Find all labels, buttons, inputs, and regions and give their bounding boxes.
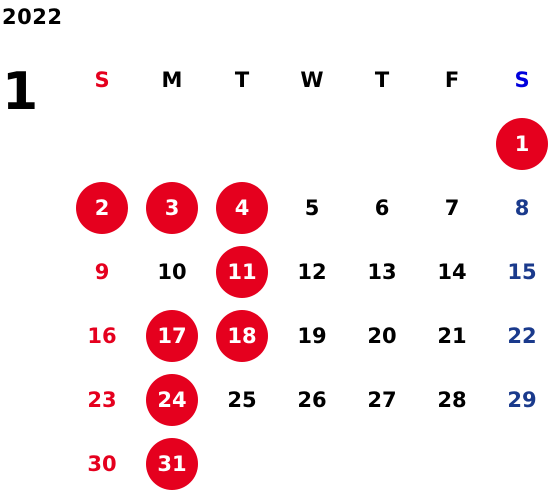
weekday-header-friday: F — [444, 67, 460, 92]
day-cell: 21 — [417, 304, 487, 368]
year-label: 2022 — [2, 5, 63, 29]
day-number: 19 — [297, 323, 327, 348]
day-cell: 20 — [347, 304, 417, 368]
day-cell: 17 — [137, 304, 207, 368]
day-number: 13 — [367, 259, 397, 284]
day-number: 7 — [444, 195, 460, 220]
day-number: 22 — [507, 323, 537, 348]
day-number: 16 — [87, 323, 117, 348]
day-cell: 16 — [67, 304, 137, 368]
weekday-header-saturday: S — [514, 67, 530, 92]
day-cell: 25 — [207, 368, 277, 432]
calendar-grid: S M T W T F S 1 2 3 4 5 6 7 8 9 10 11 12 13 14 15 16 17 1… — [67, 48, 548, 496]
day-number: 29 — [507, 387, 537, 412]
holiday-day-number: 31 — [146, 438, 198, 490]
day-cell: 10 — [137, 240, 207, 304]
day-number: 25 — [227, 387, 257, 412]
day-cell: 11 — [207, 240, 277, 304]
day-cell: 27 — [347, 368, 417, 432]
day-cell: 29 — [487, 368, 548, 432]
day-number: 14 — [437, 259, 467, 284]
day-cell: 3 — [137, 176, 207, 240]
day-cell: 12 — [277, 240, 347, 304]
holiday-day-number: 4 — [216, 182, 268, 234]
weekday-header-tuesday: T — [234, 67, 250, 92]
day-cell: 15 — [487, 240, 548, 304]
day-number: 10 — [157, 259, 187, 284]
day-number: 23 — [87, 387, 117, 412]
weekday-header-sunday: S — [94, 67, 110, 92]
day-cell: 6 — [347, 176, 417, 240]
day-number: 15 — [507, 259, 537, 284]
day-cell: 4 — [207, 176, 277, 240]
weekday-header-thursday: T — [374, 67, 390, 92]
day-cell: 24 — [137, 368, 207, 432]
day-number: 20 — [367, 323, 397, 348]
day-number: 12 — [297, 259, 327, 284]
day-cell: 19 — [277, 304, 347, 368]
day-cell: 1 — [487, 112, 548, 176]
holiday-day-number: 24 — [146, 374, 198, 426]
day-number: 28 — [437, 387, 467, 412]
day-cell: 14 — [417, 240, 487, 304]
day-cell: 28 — [417, 368, 487, 432]
day-number: 9 — [94, 259, 110, 284]
day-number: 8 — [514, 195, 530, 220]
day-number: 6 — [374, 195, 390, 220]
holiday-day-number: 18 — [216, 310, 268, 362]
day-cell: 7 — [417, 176, 487, 240]
day-cell: 31 — [137, 432, 207, 496]
day-cell: 9 — [67, 240, 137, 304]
day-cell: 5 — [277, 176, 347, 240]
day-number: 5 — [304, 195, 320, 220]
day-cell: 26 — [277, 368, 347, 432]
day-number: 21 — [437, 323, 467, 348]
day-cell: 30 — [67, 432, 137, 496]
day-cell: 2 — [67, 176, 137, 240]
holiday-day-number: 1 — [496, 118, 548, 170]
day-cell: 18 — [207, 304, 277, 368]
day-number: 27 — [367, 387, 397, 412]
day-cell: 22 — [487, 304, 548, 368]
weekday-header-wednesday: W — [300, 67, 324, 92]
weekday-header-monday: M — [161, 67, 183, 92]
day-cell: 23 — [67, 368, 137, 432]
month-number: 1 — [2, 62, 39, 122]
holiday-day-number: 3 — [146, 182, 198, 234]
day-number: 30 — [87, 451, 117, 476]
holiday-day-number: 11 — [216, 246, 268, 298]
day-number: 26 — [297, 387, 327, 412]
day-cell: 13 — [347, 240, 417, 304]
holiday-day-number: 2 — [76, 182, 128, 234]
holiday-day-number: 17 — [146, 310, 198, 362]
day-cell: 8 — [487, 176, 548, 240]
